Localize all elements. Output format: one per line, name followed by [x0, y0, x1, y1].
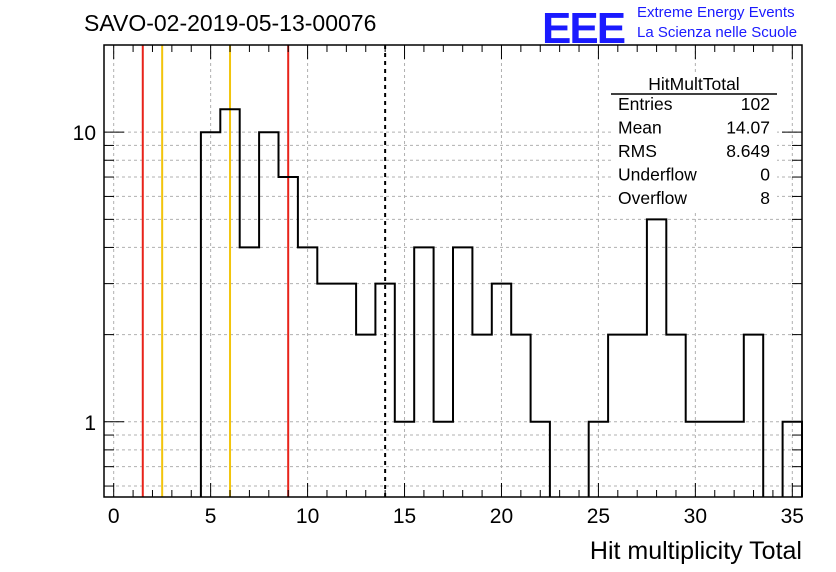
stats-row-value: 0 — [760, 165, 770, 185]
logo-caption-line2: La Scienza nelle Scuole — [637, 24, 798, 41]
axis-ticks: 0 5 10 15 20 25 30 35 1 10 — [73, 45, 804, 528]
stats-row-label: Mean — [618, 118, 662, 138]
histogram-step — [199, 108, 551, 497]
x-tick-label: 0 — [108, 505, 120, 528]
plot-frame — [103, 44, 803, 498]
x-tick-label: 35 — [781, 505, 804, 528]
stats-row-label: Underflow — [618, 165, 697, 185]
stats-row-value: 14.07 — [726, 118, 770, 138]
marker-lines — [141, 45, 387, 497]
x-tick-label: 30 — [684, 505, 707, 528]
plot-title: SAVO-02-2019-05-13-00076 — [84, 10, 377, 36]
histogram-step — [587, 218, 765, 497]
x-tick-label: 15 — [393, 505, 416, 528]
axes-frame — [103, 44, 803, 498]
stats-box: HitMultTotal Entries 102 Mean 14.07 RMS 8.649… — [611, 72, 777, 210]
stats-row-value: 8.649 — [726, 141, 770, 161]
stats-row-label: Overflow — [618, 188, 687, 208]
x-tick-label: 25 — [587, 505, 610, 528]
x-tick-label: 5 — [205, 505, 217, 528]
y-tick-label: 1 — [84, 412, 96, 435]
stats-box-frame — [611, 72, 777, 210]
x-tick-label: 10 — [296, 505, 319, 528]
y-tick-label: 10 — [73, 122, 96, 145]
stats-row-label: RMS — [618, 141, 657, 161]
stats-row-value: 8 — [760, 188, 770, 208]
x-axis-title: Hit multiplicity Total — [590, 537, 802, 565]
stats-row-value: 102 — [741, 94, 770, 114]
logo-caption-line1: Extreme Energy Events — [637, 4, 795, 21]
stats-rows: Entries 102 Mean 14.07 RMS 8.649 Underflow 0 Ove… — [618, 94, 770, 208]
stats-row-label: Entries — [618, 94, 673, 114]
stats-name: HitMultTotal — [648, 74, 739, 94]
x-tick-label: 20 — [490, 505, 513, 528]
